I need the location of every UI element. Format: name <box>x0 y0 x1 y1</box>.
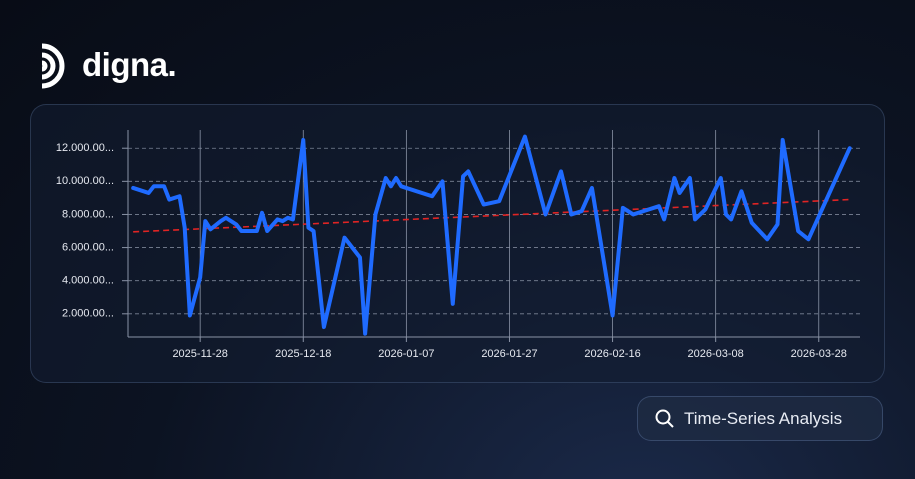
logo-icon <box>41 43 65 89</box>
y-tick-label: 2.000.00... <box>62 308 114 320</box>
x-tick-label: 2026-01-27 <box>481 348 537 360</box>
badge[interactable]: Time-Series Analysis <box>637 396 883 441</box>
x-tick-label: 2026-03-08 <box>688 348 744 360</box>
y-tick-label: 12.000.00... <box>56 142 114 154</box>
y-tick-label: 4.000.00... <box>62 275 114 287</box>
search-icon <box>655 409 674 428</box>
data-line <box>131 134 852 336</box>
x-tick-label: 2026-02-16 <box>584 348 640 360</box>
y-tick-label: 8.000.00... <box>62 208 114 220</box>
x-tick-label: 2025-11-28 <box>172 348 227 360</box>
x-tick-label: 2026-01-07 <box>378 348 434 360</box>
badge-label: Time-Series Analysis <box>684 408 843 428</box>
y-tick-label: 10.000.00... <box>56 175 114 187</box>
x-tick-label: 2025-12-18 <box>275 348 331 360</box>
brand: digna. <box>82 46 177 83</box>
x-tick-label: 2026-03-28 <box>791 348 847 360</box>
y-tick-label: 6.000.00... <box>62 241 114 253</box>
